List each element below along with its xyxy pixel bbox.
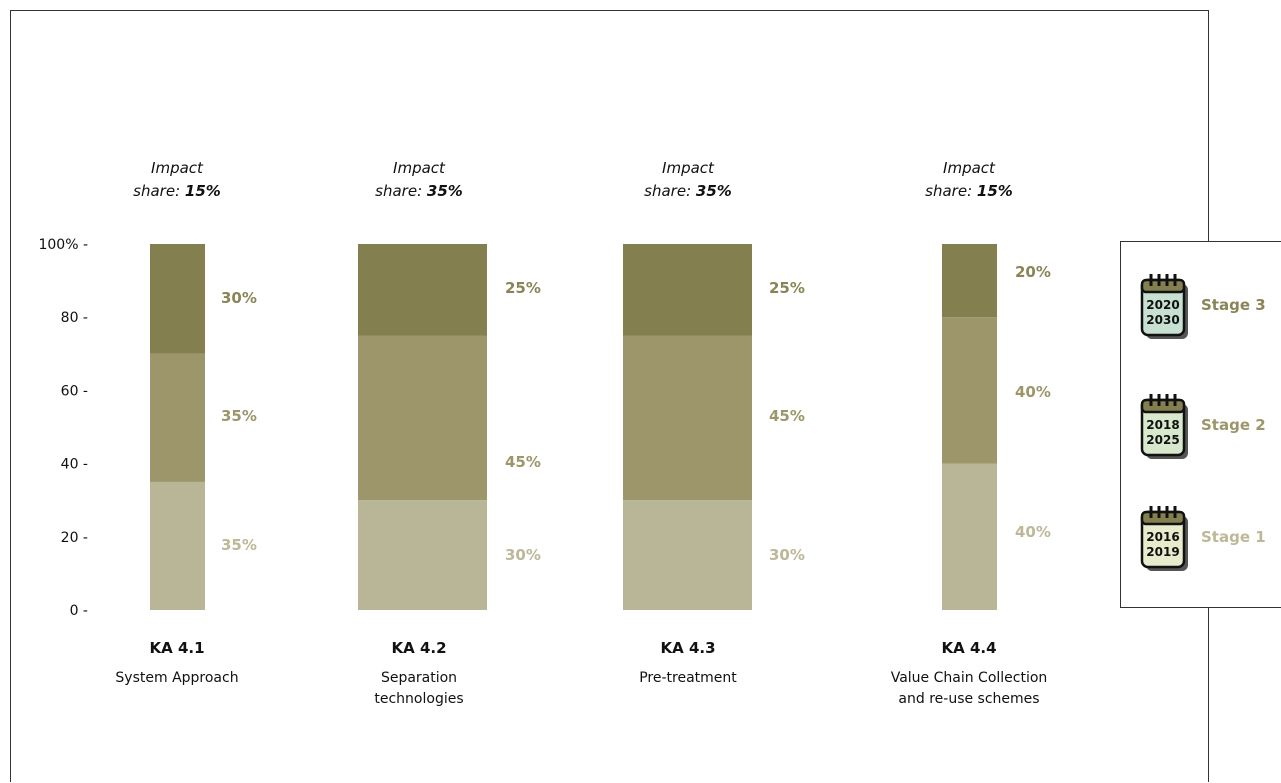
calendar-icon: 2016 2019	[1140, 506, 1188, 571]
data-label: 25%	[505, 279, 541, 297]
legend-item-stage1: 2016 2019 Stage 1	[1139, 504, 1281, 574]
data-label: 35%	[221, 536, 257, 554]
legend-year-start: 2018	[1146, 418, 1179, 432]
legend-year-end: 2025	[1146, 433, 1179, 447]
data-label: 30%	[221, 289, 257, 307]
legend-label: Stage 1	[1201, 528, 1266, 546]
chart-frame	[10, 10, 1209, 782]
category-code: KA 4.1	[149, 639, 204, 657]
data-label: 30%	[769, 546, 805, 564]
category-name: Pre-treatment	[639, 670, 737, 686]
category-name: Value Chain Collection	[891, 670, 1048, 686]
category-name: technologies	[374, 691, 463, 707]
y-tick-label: 40 -	[61, 457, 88, 473]
bar-segment-stage-2	[358, 335, 487, 501]
bar-segment-stage-1	[942, 463, 997, 610]
calendar-icon: 2018 2025	[1140, 394, 1188, 459]
impact-share: share: 35%	[375, 182, 463, 200]
legend-label: Stage 3	[1201, 296, 1266, 314]
data-label: 45%	[769, 407, 805, 425]
y-tick-label: 60 -	[61, 383, 88, 399]
bar-segment-stage-2	[942, 317, 997, 464]
impact-share: share: 15%	[925, 182, 1013, 200]
calendar-icon: 2020 2030	[1140, 274, 1188, 339]
bar-segment-stage-2	[623, 335, 752, 501]
category-name: Separation	[381, 670, 457, 686]
impact-share: share: 15%	[133, 182, 221, 200]
impact-title: Impact	[393, 159, 446, 177]
impact-share-value: 15%	[977, 182, 1013, 200]
data-label: 35%	[221, 407, 257, 425]
bar-segment-stage-2	[150, 353, 205, 482]
impact-share-value: 35%	[427, 182, 463, 200]
impact-title: Impact	[151, 159, 204, 177]
impact-share-label: share:	[375, 182, 427, 200]
legend-item-stage2: 2018 2025 Stage 2	[1139, 392, 1281, 462]
data-label: 20%	[1015, 263, 1051, 281]
legend-year-start: 2020	[1146, 298, 1179, 312]
category-code: KA 4.3	[660, 639, 715, 657]
legend-year-end: 2030	[1146, 313, 1179, 327]
impact-share-label: share:	[644, 182, 696, 200]
data-label: 45%	[505, 453, 541, 471]
data-label: 25%	[769, 279, 805, 297]
impact-share-value: 35%	[696, 182, 732, 200]
data-label: 30%	[505, 546, 541, 564]
bar-segment-stage-1	[150, 481, 205, 610]
y-tick-label: 0 -	[70, 603, 88, 619]
category-code: KA 4.4	[941, 639, 996, 657]
legend-label: Stage 2	[1201, 416, 1266, 434]
impact-share-label: share:	[925, 182, 977, 200]
category-name: and re-use schemes	[898, 691, 1039, 707]
impact-title: Impact	[943, 159, 996, 177]
category-name: System Approach	[115, 670, 238, 686]
bar-segment-stage-3	[623, 244, 752, 336]
impact-share-value: 15%	[185, 182, 221, 200]
y-tick-label: 80 -	[61, 310, 88, 326]
data-label: 40%	[1015, 523, 1051, 541]
category-code: KA 4.2	[391, 639, 446, 657]
y-tick-label: 20 -	[61, 530, 88, 546]
bar-segment-stage-3	[942, 244, 997, 318]
bar-segment-stage-3	[358, 244, 487, 336]
legend-item-stage3: 2020 2030 Stage 3	[1139, 272, 1281, 342]
bar-segment-stage-1	[358, 500, 487, 610]
impact-title: Impact	[662, 159, 715, 177]
bar-segment-stage-3	[150, 244, 205, 354]
legend-year-end: 2019	[1146, 545, 1179, 559]
data-label: 40%	[1015, 383, 1051, 401]
legend: 2020 2030 Stage 3 2018 2025 Stage 2 20	[1120, 241, 1281, 608]
bar-segment-stage-1	[623, 500, 752, 610]
impact-share-label: share:	[133, 182, 185, 200]
impact-share: share: 35%	[644, 182, 732, 200]
legend-year-start: 2016	[1146, 530, 1179, 544]
y-tick-label: 100% -	[38, 237, 88, 253]
